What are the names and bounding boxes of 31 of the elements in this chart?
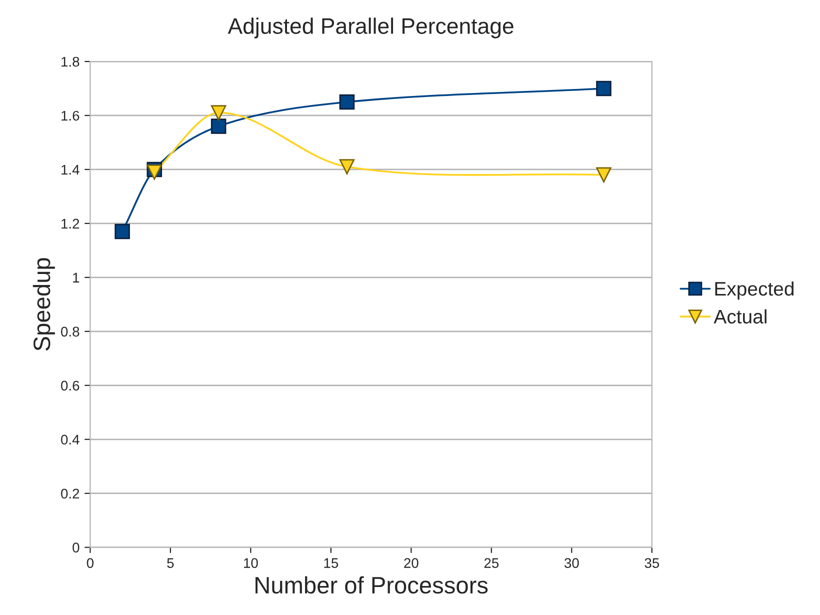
y-axis-title: Speedup [32,258,55,351]
y-tick-label: 1.8 [62,56,80,67]
x-tick-label: 15 [324,558,338,568]
y-tick-label: 0.4 [61,434,80,445]
x-tick-label: 25 [484,558,499,568]
y-tick-label: 0 [72,542,80,553]
x-tick-label: 30 [564,558,579,568]
x-tick-label: 10 [244,558,258,568]
point [596,80,612,96]
x-tick-label: 35 [644,558,660,568]
x-tick-label: 20 [404,558,418,568]
y-tick-label: 1 [73,272,80,282]
point [114,224,130,240]
y-tick-label: 0.2 [61,488,80,499]
x-axis-title: Number of Processors [256,576,488,594]
legend-label: Expected [715,281,794,300]
point [210,105,226,120]
point [339,94,355,110]
y-tick-label: 1.6 [62,110,80,121]
point [210,118,226,134]
point [339,159,355,174]
chart-title: Adjusted Parallel Percentage [228,18,514,38]
y-tick-label: 0.8 [61,326,80,337]
x-tick-label: 5 [167,558,174,568]
legend-label: Actual [714,309,766,324]
y-tick-label: 1.2 [62,218,80,228]
y-tick-label: 0.6 [61,380,80,391]
y-tick-label: 1.4 [62,164,80,174]
point [596,167,612,183]
x-tick-label: 0 [86,558,94,568]
point [146,164,162,180]
